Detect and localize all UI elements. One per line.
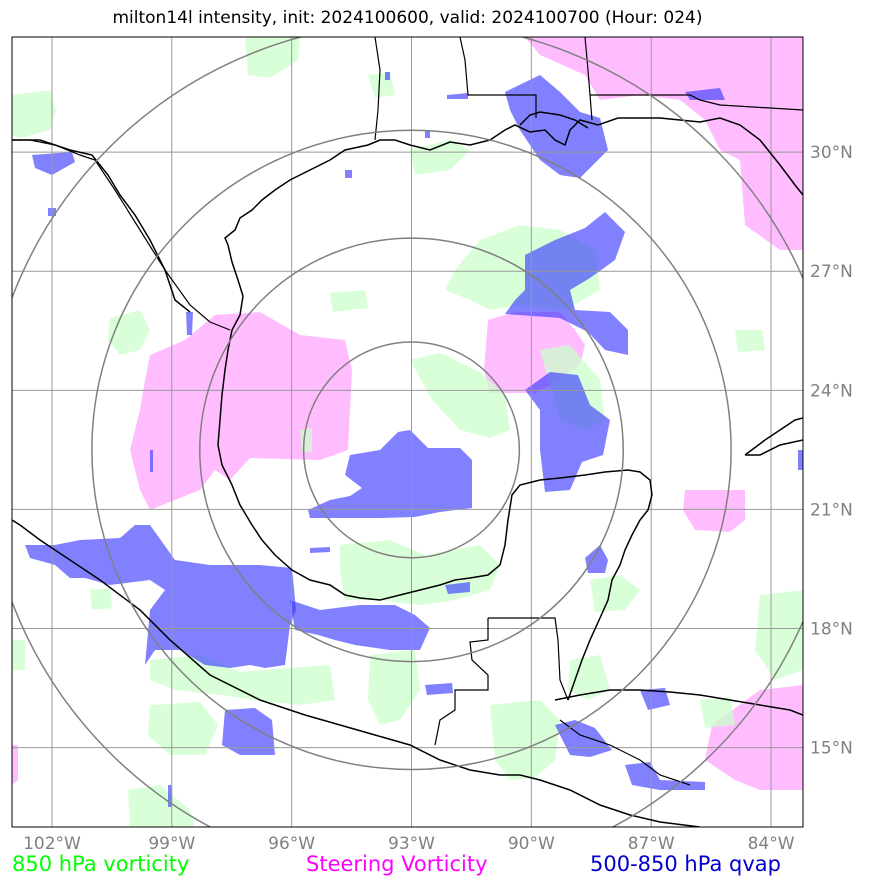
state-line-4 bbox=[374, 37, 381, 141]
qvap-blob-4 bbox=[32, 152, 75, 175]
legend-steering-vorticity: Steering Vorticity bbox=[306, 852, 488, 876]
vort-blob-2 bbox=[245, 37, 300, 78]
vort-blob-23 bbox=[12, 640, 25, 670]
louisiana-delta bbox=[519, 111, 589, 129]
legend-850-vorticity: 850 hPa vorticity bbox=[12, 852, 190, 876]
qvap-blob-1 bbox=[505, 75, 608, 178]
steering-blob-small bbox=[12, 745, 18, 785]
us-mexico-border bbox=[12, 139, 231, 331]
vort-blob-1 bbox=[12, 90, 56, 138]
political-borders bbox=[12, 37, 803, 786]
lon-tick-label: 99°W bbox=[148, 834, 195, 854]
qvap-blob-20 bbox=[385, 72, 390, 80]
florida-panhandle bbox=[699, 117, 803, 196]
steering-blob-yucatan bbox=[683, 490, 745, 532]
state-line-2 bbox=[584, 37, 593, 121]
qvap-blob-22 bbox=[186, 312, 193, 335]
vort-blob-8 bbox=[410, 353, 510, 438]
cuba bbox=[744, 417, 803, 456]
lat-tick-labels: 30°N 27°N 24°N 21°N 18°N 15°N bbox=[810, 143, 853, 758]
state-line-1 bbox=[459, 37, 537, 118]
vort-blob-17 bbox=[368, 650, 420, 725]
central-america-caribbean bbox=[554, 689, 803, 716]
qvap-blob-8 bbox=[25, 525, 296, 668]
qvap-blob-13 bbox=[425, 683, 453, 695]
lon-tick-label: 90°W bbox=[508, 834, 555, 854]
vort-blob-15 bbox=[90, 588, 112, 610]
yucatan-east bbox=[567, 617, 601, 701]
honduras-border bbox=[559, 719, 691, 786]
texas-coast bbox=[224, 117, 701, 297]
qvap-blob-15 bbox=[555, 720, 612, 757]
mexico-pacific-coast bbox=[12, 519, 701, 827]
qvap-blob-21 bbox=[425, 130, 430, 138]
cuba-south bbox=[745, 439, 803, 456]
lon-tick-label: 93°W bbox=[388, 834, 435, 854]
qvap-blob-7 bbox=[308, 430, 472, 518]
graticule bbox=[12, 37, 803, 827]
qvap-blob-23 bbox=[150, 450, 153, 472]
range-ring bbox=[302, 341, 521, 559]
vort-blob-10 bbox=[735, 330, 765, 352]
lat-tick-label: 18°N bbox=[810, 620, 853, 640]
vort-blob-16 bbox=[150, 655, 335, 705]
legend-qvap: 500-850 hPa qvap bbox=[590, 852, 781, 876]
vort-blob-6 bbox=[330, 290, 368, 312]
qvap-blob-14 bbox=[222, 708, 275, 755]
vort-blob-14 bbox=[755, 590, 803, 680]
vort-blob-11 bbox=[300, 428, 312, 452]
vort-blob-20 bbox=[148, 702, 218, 755]
qvap-blob-10 bbox=[310, 547, 330, 553]
vort-blob-13 bbox=[590, 575, 640, 612]
belize-border bbox=[488, 617, 569, 701]
qvap-blob-2 bbox=[447, 93, 468, 99]
qvap-blob-19 bbox=[345, 170, 352, 178]
map-frame bbox=[11, 36, 804, 828]
lon-tick-label: 87°W bbox=[628, 834, 675, 854]
vort-blob-3 bbox=[368, 72, 395, 98]
vort-blob-22 bbox=[700, 697, 735, 728]
lon-tick-labels: 102°W 99°W 96°W 93°W 90°W 87°W 84°W bbox=[23, 834, 795, 854]
qvap-blob-16 bbox=[640, 688, 670, 710]
lat-tick-label: 15°N bbox=[810, 739, 853, 759]
state-line-3 bbox=[590, 94, 803, 111]
lat-tick-label: 21°N bbox=[810, 500, 853, 520]
vort-blob-18 bbox=[490, 700, 560, 780]
guatemala-border bbox=[434, 618, 489, 746]
qvap-blob-6 bbox=[525, 372, 610, 492]
range-ring bbox=[199, 237, 624, 663]
map-title: milton14l intensity, init: 2024100600, v… bbox=[112, 8, 703, 28]
vort-blob-21 bbox=[128, 785, 195, 827]
steering-blob-nw bbox=[525, 37, 803, 250]
qvap-blob-5 bbox=[505, 212, 628, 355]
steering-blob-tx bbox=[130, 312, 352, 510]
qvap-blob-9 bbox=[290, 600, 430, 650]
range-rings bbox=[12, 37, 803, 827]
qvap-blob-11 bbox=[585, 545, 608, 573]
lat-tick-label: 30°N bbox=[810, 143, 853, 163]
qvap-blob-17 bbox=[625, 762, 705, 790]
lon-tick-label: 84°W bbox=[748, 834, 795, 854]
steering-vorticity-layer bbox=[12, 37, 803, 790]
lon-tick-label: 96°W bbox=[268, 834, 315, 854]
mexico-gulf-coast bbox=[217, 295, 653, 619]
steering-blob-se bbox=[705, 685, 803, 790]
range-ring bbox=[91, 129, 732, 771]
lat-tick-label: 27°N bbox=[810, 262, 853, 282]
lat-tick-label: 24°N bbox=[810, 381, 853, 401]
lon-tick-label: 102°W bbox=[23, 834, 81, 854]
vort-blob-19 bbox=[568, 655, 610, 700]
vort-blob-12 bbox=[340, 540, 500, 605]
qvap-blob-12 bbox=[445, 582, 470, 594]
qvap-blob-25 bbox=[798, 450, 803, 470]
